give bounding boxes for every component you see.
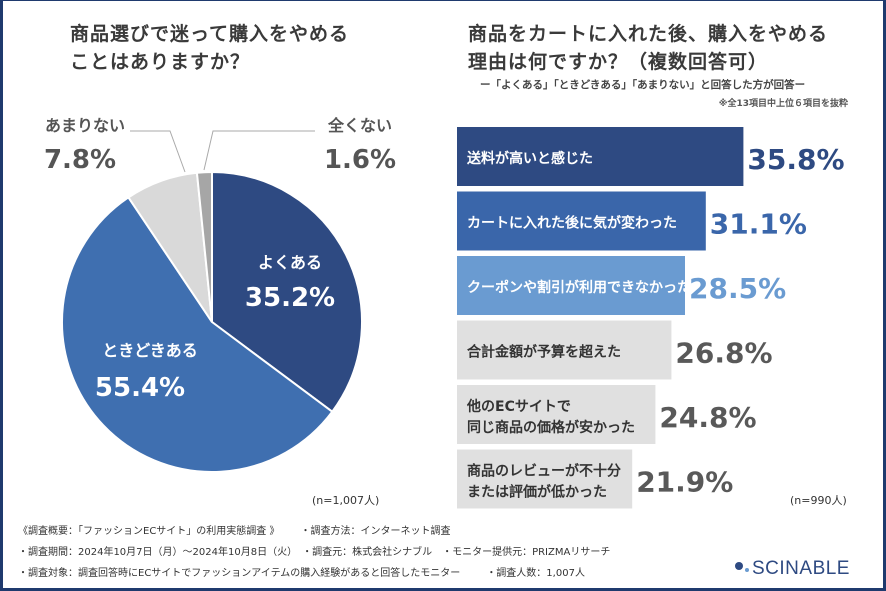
pie-slice-label: ときどきある (102, 341, 198, 360)
footer-row-1: 《調査概要：「ファッションECサイト」の利用実態調査 》 ・調査方法：インターネッ… (18, 522, 476, 537)
bar-value: 21.9% (636, 466, 733, 499)
bar (457, 127, 744, 186)
leader-line (203, 130, 315, 171)
pie-title-line: 商品選びで迷って購入をやめる (70, 23, 350, 45)
bar (457, 191, 706, 251)
bar-label: クーポンや割引が利用できなかった (467, 279, 691, 296)
bar-label: 商品のレビューが不十分 (467, 463, 621, 480)
charts-svg: よくある 35.2% ときどきある 55.4% あまりない 7.8% 全くない 1.6% 送料が… (44, 116, 845, 509)
bar-label: カートに入れた後に気が変わった (467, 215, 677, 232)
bar-note: ※全13項目中上位６項目を抜粋 (718, 99, 848, 109)
bar-label: 同じ商品の価格が安かった (467, 419, 635, 436)
bar-value: 28.5% (689, 272, 786, 305)
pie-slice-label: あまりない (45, 116, 125, 135)
footer-text: ・調査方法：インターネット調査 (300, 526, 451, 537)
footer-text: ・調査元：株式会社シナブル (302, 547, 433, 558)
scinable-logo: SCINABLE (735, 558, 850, 580)
footer-text: 《調査概要：「ファッションECサイト」の利用実態調査 》 (18, 526, 275, 537)
footer-row-2: ・調査期間：2024年10月7日（月）～2024年10月8日（火） ・調査元：株式… (18, 543, 636, 558)
bar-value: 35.8% (747, 143, 844, 176)
pie-slice-value: 7.8% (44, 145, 116, 175)
pie-slice (61, 196, 334, 473)
bar-label: 合計金額が予算を超えた (467, 344, 621, 361)
pie-slice-label: よくある (258, 253, 322, 272)
bar-value: 26.8% (675, 337, 772, 370)
pie-slice-value: 55.4% (95, 373, 185, 403)
logo-dot-icon (735, 562, 743, 570)
bar-label: 他のECサイトで (466, 398, 571, 415)
bar (457, 256, 685, 315)
bar-title-line: 理由は何ですか？（複数回答可） (468, 51, 769, 73)
bar-label: 送料が高いと感じた (466, 150, 593, 167)
footer-text: ・調査期間：2024年10月7日（月）～2024年10月8日（火） (18, 547, 293, 558)
bar-title: 商品をカートに入れた後、購入をやめる 理由は何ですか？（複数回答可） (468, 20, 828, 76)
pie-slice-value: 1.6% (324, 145, 396, 175)
footer-text: ・モニター提供元：PRIZMAリサーチ (442, 547, 611, 558)
bar-subtitle: ー「よくある」「ときどきある」「あまりない」と回答した方が回答ー (480, 79, 806, 91)
pie-sample-size: (n=1,007人) (312, 494, 380, 507)
pie-slice-value: 35.2% (245, 283, 335, 313)
pie-slice (195, 170, 213, 323)
footer-text: ・調査人数：1,007人 (486, 568, 585, 579)
logo-text: SCINABLE (752, 558, 850, 579)
leader-line (130, 130, 186, 173)
bar-label: または評価が低かった (467, 484, 607, 501)
bar-value: 31.1% (710, 208, 807, 241)
bar-value: 24.8% (659, 401, 756, 434)
pie-slice-label: 全くない (327, 116, 392, 135)
bar-title-line: 商品をカートに入れた後、購入をやめる (468, 23, 829, 45)
bar (457, 385, 656, 444)
bar (457, 449, 633, 509)
pie-title: 商品選びで迷って購入をやめる ことはありますか？ (70, 20, 349, 76)
bar-sample-size: (n=990人) (790, 494, 847, 507)
footer-row-3: ・調査対象：調査回答時にECサイトでファッションアイテムの購入経験があると回答し… (18, 564, 611, 579)
pie-title-line: ことはありますか？ (70, 51, 251, 73)
bar (457, 320, 672, 380)
logo-dot-icon (745, 568, 749, 572)
footer-text: ・調査対象：調査回答時にECサイトでファッションアイテムの購入経験があると回答し… (18, 568, 461, 579)
pie-slice (211, 170, 363, 414)
